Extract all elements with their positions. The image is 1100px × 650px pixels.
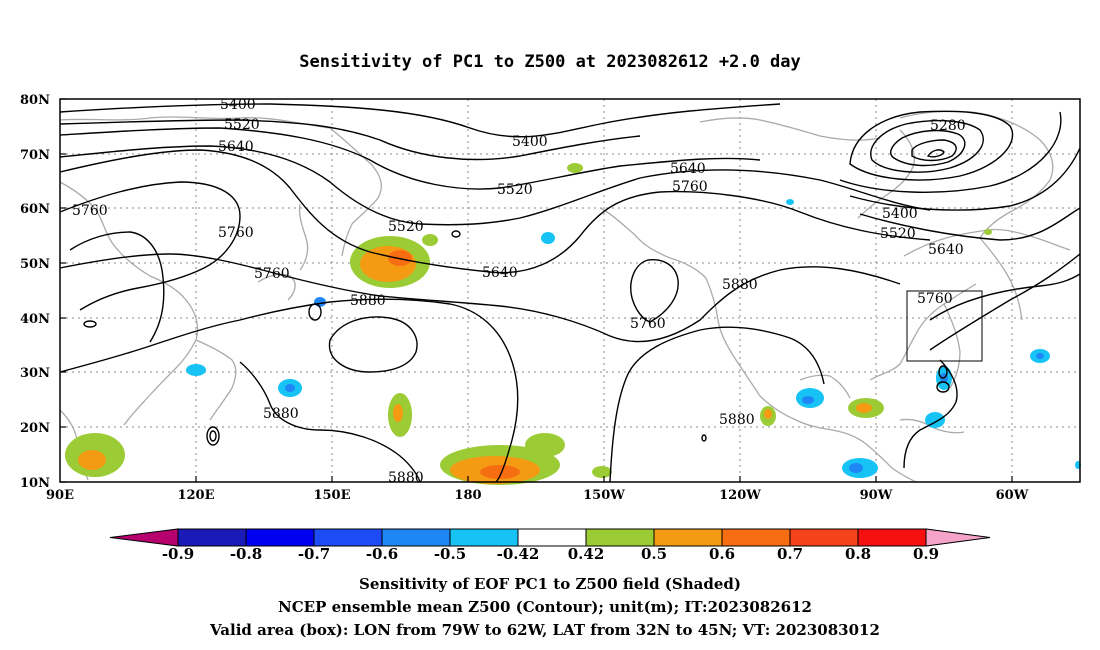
lat-label: 40N: [20, 312, 50, 327]
lon-label: 120W: [719, 488, 761, 503]
map-panel: 5400 5520 5640 5760 5760 5760 5400 5520 …: [59, 97, 1081, 486]
contour-label: 5520: [497, 182, 533, 198]
colorbar-label: -0.42: [497, 545, 540, 563]
latitude-labels: 80N 70N 60N 50N 40N 30N 20N 10N: [20, 93, 50, 491]
colorbar-label: 0.42: [568, 545, 605, 563]
caption-line-3: Valid area (box): LON from 79W to 62W, L…: [209, 621, 880, 639]
map-frame: [59, 98, 1081, 483]
caption-line-2: NCEP ensemble mean Z500 (Contour); unit(…: [278, 598, 812, 616]
lat-label: 70N: [20, 148, 50, 163]
contour-label: 5880: [263, 406, 299, 422]
colorbar-label: -0.8: [230, 545, 262, 563]
contour-label: 5520: [388, 219, 424, 235]
contour-label: 5640: [482, 265, 518, 281]
contour-label: 5400: [512, 134, 548, 150]
colorbar-lower-extend: [109, 528, 179, 547]
colorbar-swatch: [245, 528, 315, 547]
lat-label: 20N: [20, 421, 50, 436]
colorbar-swatch: [517, 528, 587, 547]
colorbar-label: 0.7: [777, 545, 803, 563]
lon-label: 60W: [996, 488, 1029, 503]
sensitivity-shading: [65, 163, 1081, 485]
colorbar-label: -0.5: [434, 545, 466, 563]
z500-contours: [59, 103, 1081, 483]
figure-title: Sensitivity of PC1 to Z500 at 2023082612…: [299, 52, 801, 72]
contour-label: 5760: [672, 179, 708, 195]
colorbar-swatch: [857, 528, 927, 547]
contour-label: 5880: [719, 412, 755, 428]
contour-label: 5760: [254, 266, 290, 282]
contour-label: 5400: [220, 97, 256, 113]
lat-label: 60N: [20, 202, 50, 217]
contour-label: 5880: [388, 470, 424, 486]
colorbar-label: 0.9: [913, 545, 939, 563]
colorbar-label: 0.6: [709, 545, 735, 563]
lat-label: 50N: [20, 257, 50, 272]
colorbar-swatch: [585, 528, 655, 547]
colorbar-swatch: [449, 528, 519, 547]
colorbar-swatch: [721, 528, 791, 547]
axis-ticks: [60, 98, 1013, 483]
lon-label: 150E: [313, 488, 350, 503]
colorbar-label: -0.7: [298, 545, 330, 563]
lat-label: 80N: [20, 93, 50, 108]
lat-label: 30N: [20, 366, 50, 381]
contour-label: 5520: [880, 226, 916, 242]
colorbar-swatch: [653, 528, 723, 547]
colorbar-swatch: [789, 528, 859, 547]
colorbar-swatch: [177, 528, 247, 547]
captions: Sensitivity of EOF PC1 to Z500 field (Sh…: [209, 575, 880, 639]
lon-label: 120E: [177, 488, 214, 503]
contour-label: 5280: [930, 118, 966, 134]
contour-label: 5760: [218, 225, 254, 241]
lon-label: 90E: [46, 488, 74, 503]
lat-label: 10N: [20, 476, 50, 491]
contour-label: 5640: [670, 161, 706, 177]
contour-label: 5760: [917, 291, 953, 307]
contour-label: 5880: [350, 293, 386, 309]
longitude-labels: 90E 120E 150E 180 150W 120W 90W 60W: [46, 488, 1029, 503]
contour-label: 5400: [882, 206, 918, 222]
colorbar: -0.9 -0.8 -0.7 -0.6 -0.5 -0.42 0.42 0.5 0.6 0.7 0.…: [109, 528, 991, 563]
contour-label: 5760: [72, 203, 108, 219]
contour-label: 5880: [722, 277, 758, 293]
colorbar-upper-extend: [925, 528, 991, 547]
contour-label: 5520: [224, 117, 260, 133]
colorbar-label: 0.5: [641, 545, 667, 563]
valid-area-box: [906, 290, 983, 362]
colorbar-label: 0.8: [845, 545, 871, 563]
contour-label: 5640: [218, 139, 254, 155]
caption-line-1: Sensitivity of EOF PC1 to Z500 field (Sh…: [359, 575, 741, 593]
colorbar-label: -0.6: [366, 545, 398, 563]
lon-label: 180: [454, 488, 481, 503]
colorbar-swatch: [381, 528, 451, 547]
contour-label: 5640: [928, 242, 964, 258]
colorbar-label: -0.9: [162, 545, 194, 563]
lon-label: 90W: [860, 488, 893, 503]
colorbar-swatch: [313, 528, 383, 547]
lon-label: 150W: [583, 488, 625, 503]
contour-label: 5760: [630, 316, 666, 332]
